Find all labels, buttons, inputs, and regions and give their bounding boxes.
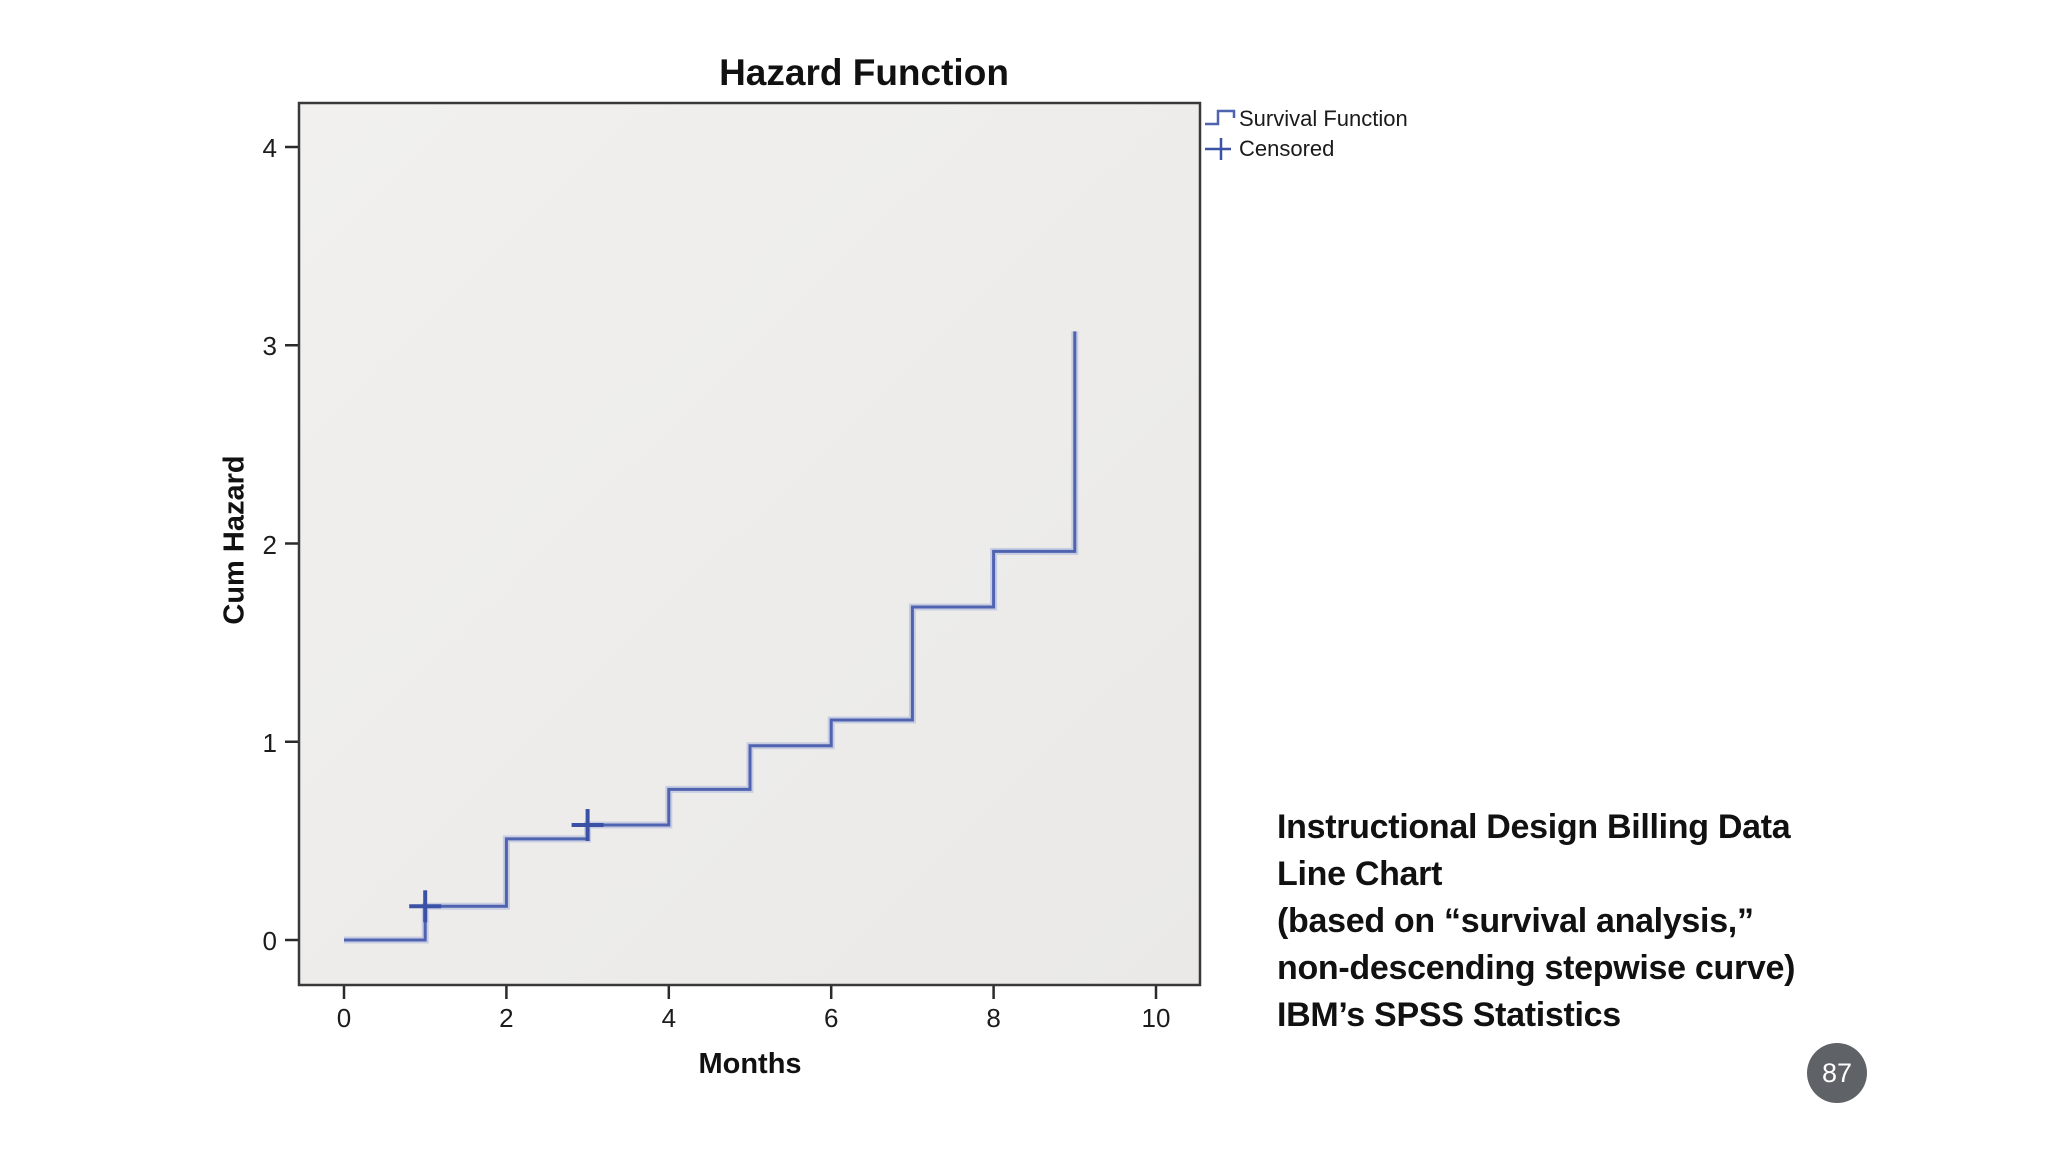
caption-line: Instructional Design Billing Data bbox=[1277, 808, 1791, 846]
caption-line: Line Chart bbox=[1277, 855, 1443, 893]
plot-frame bbox=[297, 101, 1202, 987]
hazard-step-plot bbox=[285, 101, 1202, 999]
y-tick-label: 4 bbox=[262, 133, 277, 163]
chart-title: Hazard Function bbox=[719, 52, 1009, 93]
censored-plus-icon bbox=[1205, 138, 1231, 160]
caption-line: (based on “survival analysis,” bbox=[1277, 902, 1754, 940]
x-tick-label: 6 bbox=[823, 1003, 839, 1033]
censored-markers bbox=[409, 809, 604, 923]
page-number-badge: 87 bbox=[1807, 1043, 1867, 1103]
step-line-icon bbox=[1205, 109, 1236, 126]
y-tick-label: 3 bbox=[262, 331, 277, 362]
page-number: 87 bbox=[1821, 1057, 1853, 1088]
legend-label: Censored bbox=[1239, 136, 1335, 161]
y-tick-label: 1 bbox=[262, 727, 277, 758]
x-tick-label: 4 bbox=[661, 1003, 677, 1033]
x-axis-label: Months bbox=[698, 1048, 802, 1080]
caption-line: non-descending stepwise curve) bbox=[1277, 949, 1796, 987]
survival-function-curve bbox=[344, 331, 1079, 944]
x-tick-label: 0 bbox=[336, 1003, 352, 1033]
legend-item-censored: Censored bbox=[1205, 134, 1408, 164]
legend-item-survival-function: Survival Function bbox=[1205, 104, 1408, 134]
caption-line: IBM’s SPSS Statistics bbox=[1277, 996, 1621, 1034]
y-tick-label: 2 bbox=[262, 529, 277, 560]
x-tick-label: 2 bbox=[499, 1003, 514, 1033]
y-tick-label: 0 bbox=[262, 926, 277, 956]
chart-legend: Survival Function Censored bbox=[1205, 104, 1408, 164]
legend-label: Survival Function bbox=[1239, 106, 1408, 131]
plot-background bbox=[299, 103, 1200, 985]
axis-ticks bbox=[285, 145, 1158, 999]
x-tick-label: 10 bbox=[1141, 1003, 1171, 1033]
x-tick-label: 8 bbox=[986, 1003, 1001, 1033]
caption-block: Instructional Design Billing Data Line C… bbox=[1277, 804, 1795, 1039]
